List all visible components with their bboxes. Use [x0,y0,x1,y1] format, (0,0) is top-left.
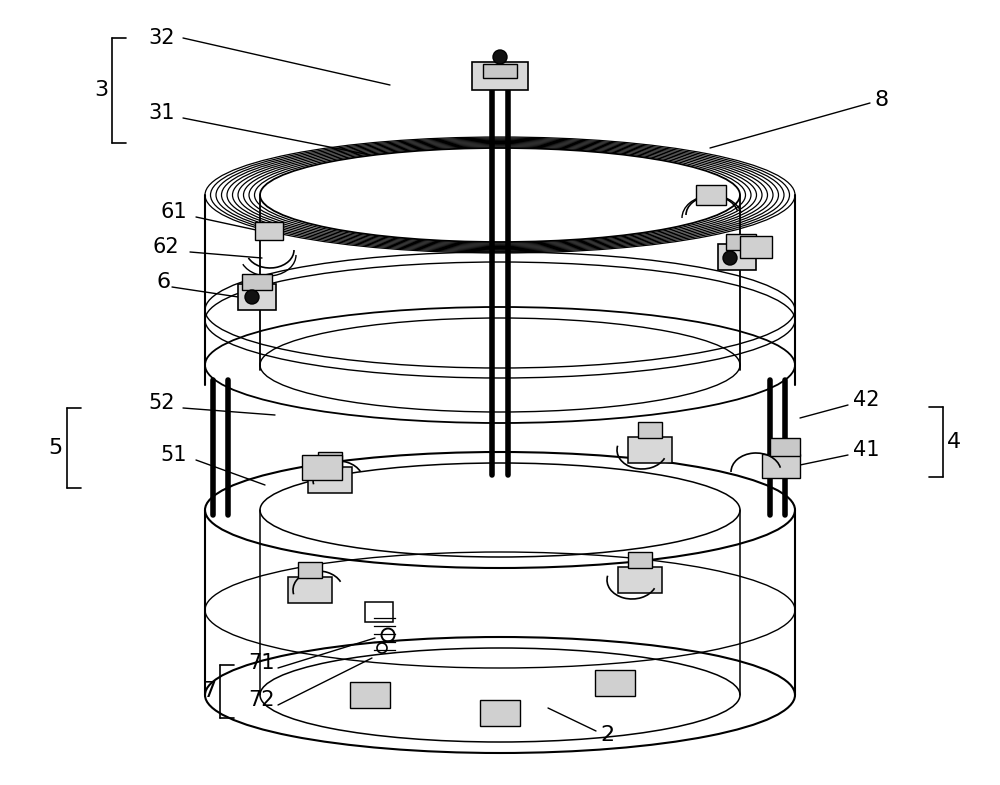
Bar [350,682,390,708]
Ellipse shape [723,251,737,265]
Ellipse shape [493,50,507,64]
Text: 6: 6 [156,272,170,292]
Bar [298,562,322,578]
Bar [638,422,662,438]
Bar [740,236,772,258]
Text: 8: 8 [875,90,889,110]
Bar [480,700,520,726]
Text: 31: 31 [148,103,175,123]
Bar [302,455,342,480]
Bar [255,222,283,240]
Bar [762,454,800,478]
Text: 71: 71 [248,653,274,673]
Bar [628,552,652,568]
Bar [696,185,726,205]
Text: 4: 4 [947,432,961,452]
Text: 5: 5 [49,438,63,458]
Bar [726,234,756,250]
Text: 32: 32 [148,28,175,48]
Bar [242,274,272,290]
Text: 52: 52 [148,393,175,413]
Text: 61: 61 [160,202,187,222]
Text: 7: 7 [202,681,216,701]
Text: 41: 41 [854,440,880,460]
Text: 42: 42 [854,390,880,410]
Text: 62: 62 [153,237,180,257]
Text: 72: 72 [248,690,274,710]
Text: 2: 2 [600,725,614,745]
Bar [770,438,800,456]
Ellipse shape [245,290,259,304]
Bar [628,437,672,463]
Bar [483,64,517,78]
Bar [365,602,393,622]
Text: 51: 51 [160,445,186,465]
Bar [718,244,756,270]
Bar [618,567,662,593]
Bar [288,577,332,603]
Bar [238,284,276,310]
Bar [595,670,635,696]
Bar [472,62,528,90]
Bar [318,452,342,468]
Bar [308,467,352,493]
Text: 3: 3 [94,80,108,100]
